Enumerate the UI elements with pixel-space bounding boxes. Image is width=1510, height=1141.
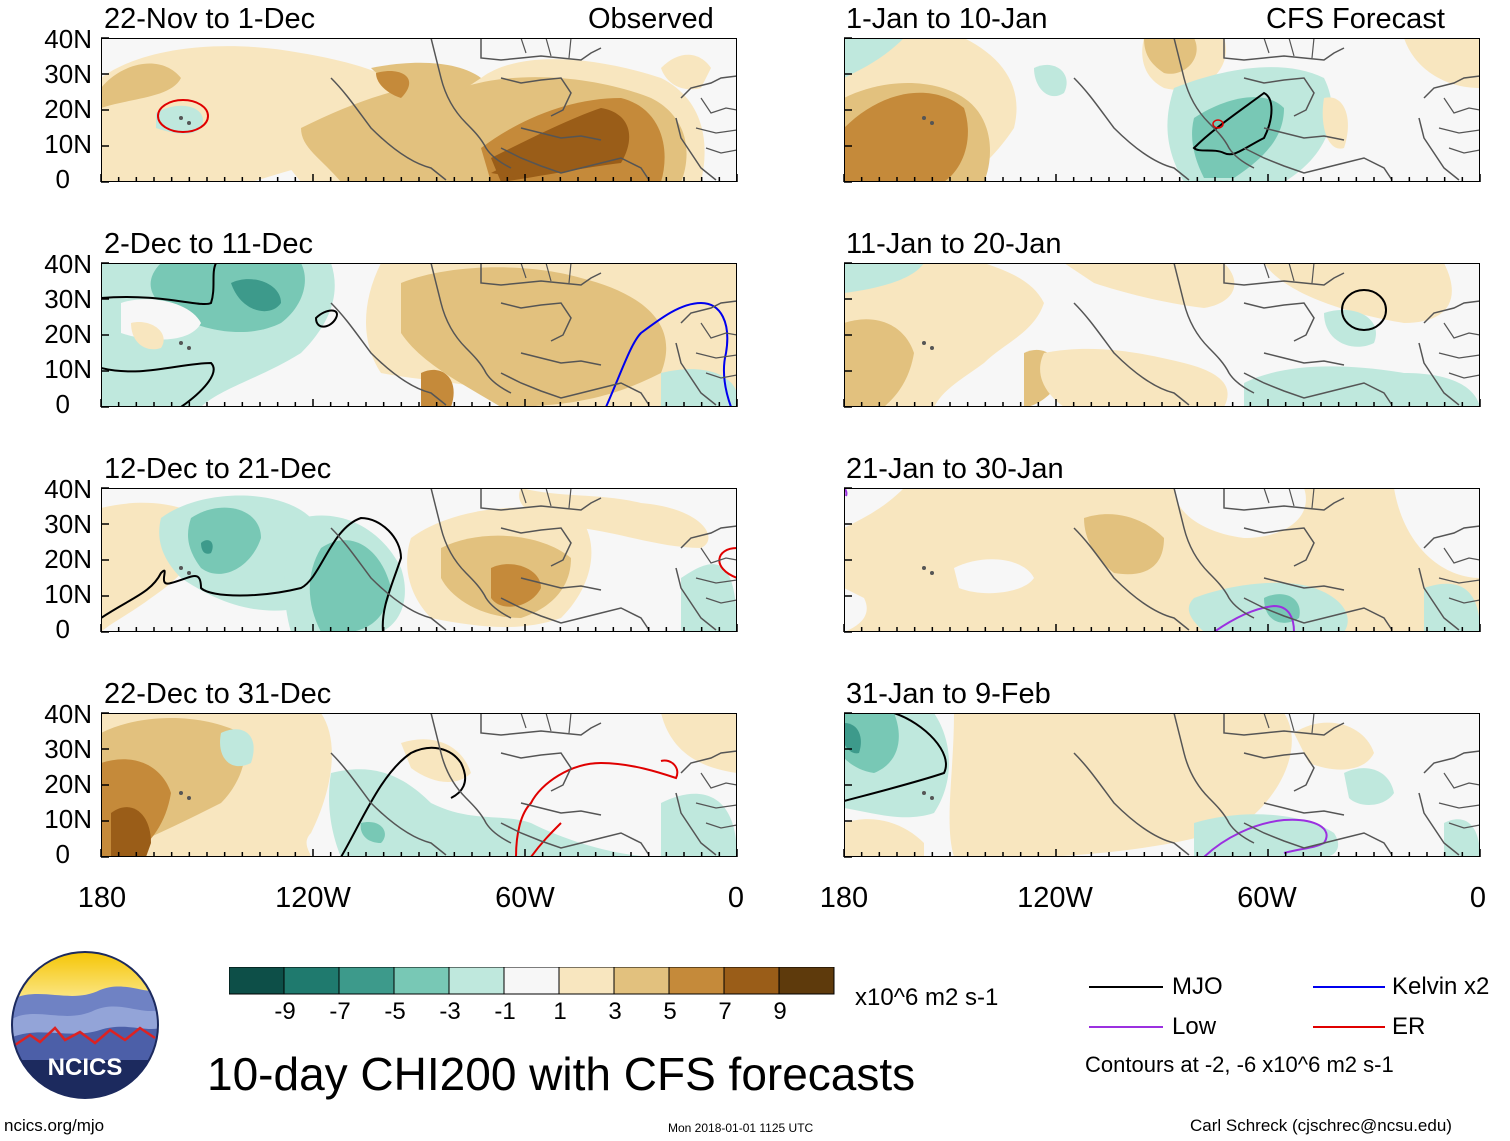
x-tick: 60W: [495, 882, 555, 914]
colorbar-swatch: [558, 967, 615, 995]
x-tick: 0: [727, 882, 745, 914]
y-tick: 10N: [44, 129, 92, 159]
map-forecast-4: [844, 713, 1480, 857]
panel-title: 31-Jan to 9-Feb: [846, 678, 1051, 710]
y-tick: 30N: [44, 284, 92, 314]
colorbar-label: 7: [718, 998, 732, 1025]
colorbar-swatch: [668, 967, 725, 995]
x-tick: 180: [77, 882, 127, 914]
legend-kelvin-label: Kelvin x2: [1392, 973, 1490, 1000]
y-tick: 20N: [44, 319, 92, 349]
map-forecast-1: [844, 38, 1480, 182]
y-tick: 30N: [44, 59, 92, 89]
panel-title: 22-Dec to 31-Dec: [104, 678, 332, 710]
y-tick: 40N: [44, 699, 92, 729]
x-tick: 120W: [275, 882, 351, 914]
map-observed-2: [101, 263, 737, 407]
legend-contours-note: Contours at -2, -6 x10^6 m2 s-1: [1085, 1052, 1394, 1077]
y-tick: 0: [55, 614, 70, 644]
colorbar-label: 1: [553, 998, 567, 1025]
panel-title: 2-Dec to 11-Dec: [104, 228, 313, 260]
colorbar: [229, 967, 835, 995]
y-tick: 0: [55, 389, 70, 419]
panel-title: 11-Jan to 20-Jan: [846, 228, 1062, 260]
x-tick: 0: [1469, 882, 1487, 914]
colorbar-label: 9: [773, 998, 787, 1025]
map-observed-3: [101, 488, 737, 632]
colorbar-label: 3: [608, 998, 622, 1025]
footer-timestamp: Mon 2018-01-01 1125 UTC: [668, 1121, 814, 1135]
colorbar-swatch: [283, 967, 340, 995]
y-tick: 20N: [44, 544, 92, 574]
y-tick: 40N: [44, 249, 92, 279]
legend-er-label: ER: [1392, 1013, 1426, 1040]
colorbar-swatch: [723, 967, 780, 995]
y-tick: 10N: [44, 579, 92, 609]
colorbar-label: -9: [274, 998, 296, 1025]
colorbar-swatch: [338, 967, 395, 995]
y-tick: 0: [55, 839, 70, 869]
colorbar-label: -1: [494, 998, 516, 1025]
map-observed-4: [101, 713, 737, 857]
panel-title: 22-Nov to 1-Dec: [104, 3, 316, 35]
y-tick: 40N: [44, 24, 92, 54]
panel-title: 21-Jan to 30-Jan: [846, 453, 1064, 485]
colorbar-units: x10^6 m2 s-1: [855, 984, 999, 1011]
logo-text: NCICS: [48, 1054, 123, 1081]
ncics-logo: NCICS: [11, 951, 159, 1099]
forecast-label: CFS Forecast: [1266, 3, 1445, 35]
footer-credit: Carl Schreck (cjschrec@ncsu.edu): [1190, 1116, 1452, 1135]
colorbar-swatch: [229, 967, 285, 995]
x-tick: 180: [819, 882, 869, 914]
observed-label: Observed: [588, 3, 714, 35]
colorbar-label: 5: [663, 998, 677, 1025]
panel-title: 12-Dec to 21-Dec: [104, 453, 332, 485]
y-tick: 10N: [44, 354, 92, 384]
y-tick: 30N: [44, 509, 92, 539]
colorbar-label: -5: [384, 998, 406, 1025]
legend-low-label: Low: [1172, 1013, 1217, 1040]
y-tick: 40N: [44, 474, 92, 504]
colorbar-label: -7: [329, 998, 351, 1025]
figure-title: 10-day CHI200 with CFS forecasts: [207, 1048, 916, 1100]
y-tick: 0: [55, 164, 70, 194]
y-tick: 10N: [44, 804, 92, 834]
colorbar-swatch: [613, 967, 670, 995]
map-observed-1: [101, 38, 737, 182]
map-forecast-3: [844, 488, 1480, 632]
footer-url: ncics.org/mjo: [4, 1116, 105, 1135]
x-tick: 60W: [1237, 882, 1297, 914]
map-forecast-2: [844, 263, 1480, 407]
x-tick: 120W: [1017, 882, 1093, 914]
y-tick: 20N: [44, 94, 92, 124]
colorbar-swatch: [778, 967, 835, 995]
colorbar-swatch: [503, 967, 560, 995]
legend-mjo-label: MJO: [1172, 973, 1223, 1000]
colorbar-swatch: [393, 967, 450, 995]
colorbar-label: -3: [439, 998, 461, 1025]
legend-lines: [1089, 986, 1385, 1028]
y-tick: 20N: [44, 769, 92, 799]
y-tick: 30N: [44, 734, 92, 764]
colorbar-swatch: [448, 967, 505, 995]
panel-title: 1-Jan to 10-Jan: [846, 3, 1048, 35]
tick-marks: [100, 37, 1481, 858]
